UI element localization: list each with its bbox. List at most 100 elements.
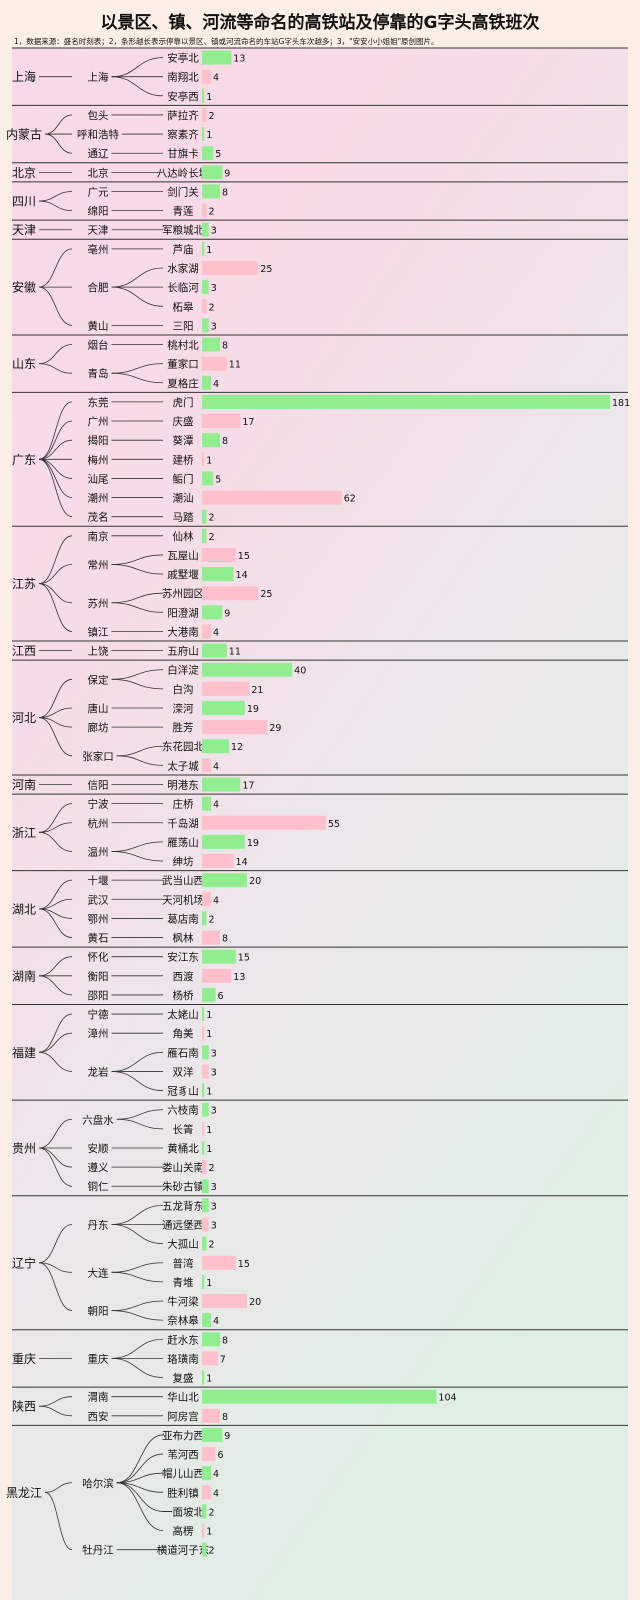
province-city-connector: [38, 1396, 73, 1407]
station-label: 潮汕: [173, 492, 194, 505]
city-label: 衡阳: [88, 971, 109, 983]
bar-value-label: 3: [211, 1048, 217, 1059]
station-label: 柘皋: [173, 300, 194, 313]
city-station-connector: [116, 1472, 164, 1484]
bar-value-label: 1: [206, 130, 212, 141]
bar: [202, 222, 209, 237]
province-label: 湖南: [12, 968, 36, 983]
bar-value-label: 1: [206, 1278, 212, 1289]
city-label: 牡丹江: [82, 1544, 114, 1557]
bar-value-label: 181: [612, 398, 630, 409]
bar-value-label: 3: [211, 1106, 217, 1117]
bar: [202, 949, 236, 964]
station-label: 牛河梁: [167, 1295, 199, 1308]
bar-value-label: 2: [209, 1240, 215, 1251]
station-label: 通远堡西: [162, 1218, 204, 1231]
bar: [202, 433, 221, 448]
province-city-connector: [38, 248, 73, 288]
station-label: 青莲: [173, 205, 194, 218]
city-station-connector: [111, 286, 164, 307]
bar: [202, 356, 227, 371]
bar-value-label: 8: [222, 934, 228, 945]
chart-subtitle: 1，数据来源：盛名时刻表；2，条形越长表示停靠以景区、镇或河流命名的车站G字头车…: [14, 36, 439, 46]
bar-value-label: 2: [209, 302, 215, 313]
bar-value-label: 4: [213, 1469, 219, 1480]
station-label: 桃村北: [167, 339, 199, 352]
station-label: 五府山: [167, 645, 199, 658]
station-label: 葛店南: [167, 912, 199, 925]
bar: [202, 1332, 221, 1347]
bar-value-label: 1: [206, 1029, 212, 1040]
station-label: 枫林: [173, 932, 194, 945]
province-city-connector: [38, 564, 73, 585]
bar: [202, 1466, 212, 1481]
city-label: 信阳: [88, 780, 109, 792]
station-label: 一面坡北: [162, 1505, 204, 1518]
city-station-connector: [116, 1118, 164, 1130]
bar-value-label: 17: [242, 781, 254, 792]
city-label: 杭州: [88, 817, 109, 830]
bar: [202, 452, 205, 467]
bar: [202, 146, 214, 161]
city-label: 东莞: [88, 396, 109, 409]
bar: [202, 1351, 218, 1366]
province-city-connector: [44, 114, 73, 135]
station-label: 西渡: [173, 970, 194, 983]
bar: [202, 1255, 236, 1270]
province-city-connector: [38, 1405, 73, 1417]
city-label: 西安: [88, 1410, 109, 1423]
province-city-connector: [38, 803, 73, 833]
station-label: 戚墅堰: [167, 569, 199, 581]
city-station-connector: [111, 57, 164, 78]
station-label: 胜利镇: [167, 1486, 199, 1499]
bar-value-label: 62: [344, 494, 356, 505]
city-station-connector: [111, 1071, 164, 1091]
province-city-connector: [38, 420, 73, 460]
bar-value-label: 1: [206, 1010, 212, 1021]
bar: [202, 815, 326, 830]
bar-value-label: 21: [251, 685, 263, 696]
city-station-connector: [116, 1453, 164, 1484]
bar: [202, 892, 212, 907]
province-label: 广东: [12, 453, 36, 467]
city-station-connector: [116, 1482, 164, 1531]
city-station-connector: [111, 372, 164, 384]
bar: [202, 777, 241, 792]
city-station-connector: [116, 1434, 164, 1484]
bar-value-label: 7: [220, 1354, 226, 1365]
station-label: 察素齐: [167, 128, 199, 141]
bar-value-label: 13: [233, 54, 245, 65]
province-city-connector: [38, 535, 73, 585]
bar: [202, 1217, 209, 1232]
province-label: 江苏: [12, 577, 36, 591]
city-label: 烟台: [88, 339, 109, 352]
station-label: 雁荡山: [167, 837, 199, 849]
bar: [202, 968, 232, 983]
city-label: 包头: [88, 109, 109, 122]
city-station-connector: [111, 841, 164, 852]
city-label: 上饶: [88, 645, 109, 658]
bar: [202, 318, 209, 333]
station-label: 安亭北: [167, 52, 199, 65]
station-label: 马踏: [173, 511, 194, 524]
city-station-connector: [111, 592, 164, 604]
station-label: 苇河西: [167, 1448, 199, 1461]
bar-value-label: 2: [209, 513, 215, 524]
city-label: 北京: [88, 166, 109, 179]
bar: [202, 1179, 209, 1194]
bar: [202, 911, 207, 926]
bar-value-label: 15: [238, 1259, 250, 1270]
station-label: 东花园北: [162, 740, 204, 753]
bar: [202, 662, 293, 677]
city-label: 廊坊: [88, 721, 109, 734]
bar-value-label: 8: [222, 187, 228, 198]
station-label: 帽儿山西: [162, 1467, 204, 1480]
bar: [202, 720, 268, 735]
station-label: 高楞: [173, 1525, 194, 1538]
station-label: 双洋: [173, 1065, 194, 1078]
bar-value-label: 3: [211, 1201, 217, 1212]
province-label: 天津: [12, 223, 36, 237]
province-city-connector: [38, 956, 73, 977]
bar-value-label: 1: [206, 245, 212, 256]
province-city-connector: [38, 401, 73, 460]
